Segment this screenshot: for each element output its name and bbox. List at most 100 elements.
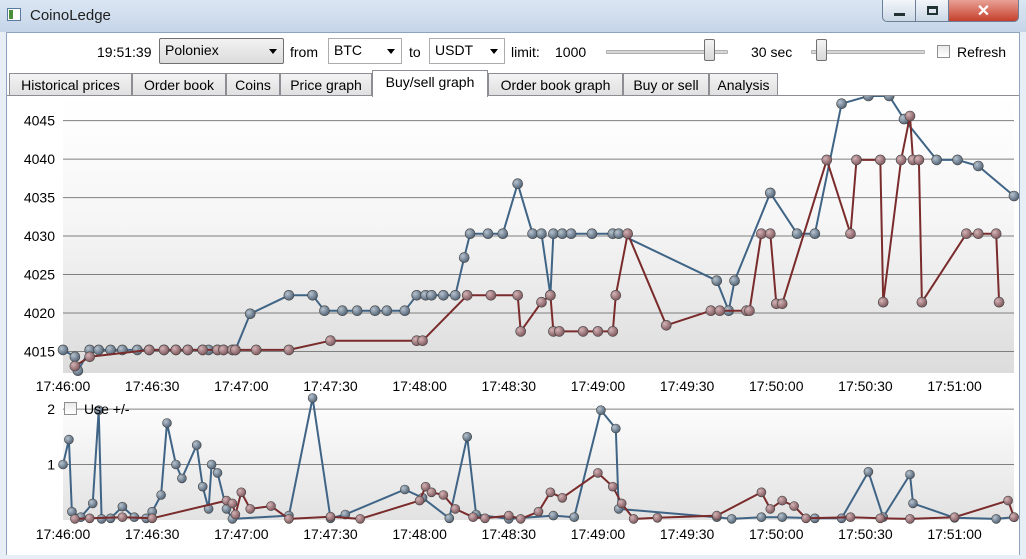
sell-point [512, 290, 524, 301]
tab-historical-prices[interactable]: Historical prices [9, 73, 132, 96]
buy-point [438, 290, 449, 301]
sell-point [283, 344, 295, 356]
buy-point [351, 305, 363, 316]
client-area: 19:51:39 Poloniex from BTC to USDT limit… [6, 32, 1020, 555]
buy-point [162, 418, 172, 428]
chevron-down-icon [490, 49, 498, 54]
buy-point [777, 512, 788, 523]
from-currency-select[interactable]: BTC [328, 38, 402, 64]
y-tick-label: 4025 [24, 267, 55, 283]
buy-point [212, 468, 223, 478]
buy-point [171, 459, 181, 470]
sell-point [904, 110, 916, 122]
tab-label: Buy or sell [633, 77, 699, 93]
chevron-down-icon [387, 49, 395, 54]
buy-point [399, 305, 411, 316]
from-currency-value: BTC [334, 42, 362, 58]
buy-point [711, 275, 723, 286]
sell-point [877, 296, 889, 308]
maximize-icon [926, 6, 938, 15]
tab-label: Analysis [717, 77, 770, 93]
chevron-down-icon [269, 49, 277, 54]
sell-point [158, 344, 170, 356]
sell-point [117, 512, 128, 523]
x-tick-label: 17:50:30 [838, 526, 893, 542]
buy-point [197, 481, 208, 492]
close-icon: ✕ [976, 2, 991, 20]
buy-point [117, 501, 128, 512]
limit-slider-thumb[interactable] [704, 39, 715, 61]
sell-point [557, 492, 568, 503]
tab-order-book-graph[interactable]: Order book graph [488, 73, 623, 96]
limit-slider[interactable] [606, 37, 728, 67]
window-title: CoinoLedge [30, 7, 111, 24]
sell-point [170, 344, 182, 356]
sell-point [533, 506, 544, 517]
use-plus-minus-checkbox[interactable] [64, 402, 77, 415]
refresh-checkbox[interactable] [937, 45, 950, 58]
sell-point [143, 344, 155, 356]
buy-point [206, 459, 217, 470]
tab-buy-or-sell[interactable]: Buy or sell [623, 73, 709, 96]
x-tick-label: 17:48:00 [392, 378, 447, 394]
buy-point [464, 228, 476, 239]
y-tick-label: 1 [47, 457, 55, 473]
buy-point [458, 252, 470, 263]
close-button[interactable]: ✕ [949, 0, 1019, 22]
use-plus-minus-label[interactable]: Use +/- [84, 401, 130, 417]
x-tick-label: 17:47:00 [214, 526, 269, 542]
minimize-button[interactable] [882, 0, 916, 22]
sell-point [182, 344, 194, 356]
refresh-label[interactable]: Refresh [957, 44, 1007, 60]
sell-point [438, 490, 449, 500]
exchange-select[interactable]: Poloniex [159, 38, 284, 64]
sell-point [468, 512, 478, 523]
interval-slider[interactable] [811, 37, 925, 67]
sell-point [480, 513, 490, 524]
tab-label: Order book [143, 77, 215, 93]
buy-point [283, 290, 295, 301]
tab-buy-sell-graph[interactable]: Buy/sell graph [372, 70, 488, 97]
buy-point [497, 228, 509, 239]
maximize-button[interactable] [916, 0, 949, 22]
buy-point [482, 228, 494, 239]
sell-point [765, 504, 776, 514]
buy-point [58, 459, 68, 470]
tab-label: Order book graph [500, 77, 611, 93]
tab-analysis[interactable]: Analysis [709, 73, 778, 96]
y-tick-label: 4030 [24, 228, 55, 244]
to-currency-select[interactable]: USDT [429, 38, 505, 64]
buy-point [548, 510, 559, 521]
x-tick-label: 17:47:00 [214, 378, 269, 394]
tab-order-book[interactable]: Order book [132, 73, 226, 96]
x-tick-label: 17:49:30 [660, 378, 715, 394]
sell-point [355, 514, 366, 524]
sell-point [821, 154, 833, 166]
interval-slider-thumb[interactable] [816, 39, 827, 61]
sell-point [197, 344, 208, 356]
buy-point [319, 305, 330, 316]
sell-point [592, 326, 604, 337]
plot-area [63, 398, 1014, 520]
sell-point [325, 511, 336, 522]
sell-point [245, 504, 255, 514]
buy-point [863, 466, 874, 477]
tab-coins[interactable]: Coins [226, 73, 280, 96]
sell-point [503, 510, 514, 521]
tab-price-graph[interactable]: Price graph [280, 73, 372, 96]
buy-point [381, 305, 393, 316]
interval-value: 30 sec [751, 44, 793, 60]
sell-point [84, 513, 95, 524]
y-tick-label: 4020 [24, 305, 55, 321]
tab-label: Coins [235, 77, 271, 93]
sell-point [972, 228, 984, 239]
buy-point [369, 305, 381, 316]
sell-point [218, 344, 229, 356]
sell-point [628, 514, 639, 524]
buy-point [972, 160, 984, 172]
buy-point [93, 405, 104, 416]
buy-point [952, 154, 963, 166]
sell-point [705, 305, 717, 316]
sell-point [536, 296, 547, 308]
x-tick-label: 17:49:00 [571, 526, 626, 542]
